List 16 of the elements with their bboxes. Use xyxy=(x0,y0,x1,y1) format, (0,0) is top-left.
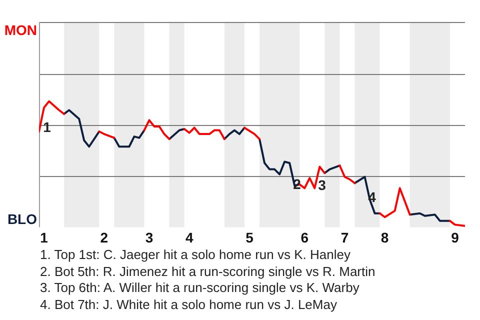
x-tick-label: 9 xyxy=(451,229,460,246)
text: 4. Bot 7th: J. White hit a solo home run vs J. LeMay xyxy=(40,296,338,313)
x-tick-label: 8 xyxy=(380,229,389,246)
annotation: 3 xyxy=(318,176,326,193)
x-tick-label: 1 xyxy=(40,229,48,246)
x-tick-label: 6 xyxy=(300,229,309,246)
text: MON xyxy=(4,22,37,38)
text: 3. Top 6th: A. Willer hit a run-scoring single vs K. Warby xyxy=(40,280,360,296)
text: 1. Top 1st: C. Jaeger hit a solo home run vs K. Hanley xyxy=(40,247,352,264)
x-tick-label: 5 xyxy=(246,229,254,246)
x-tick-label: 2 xyxy=(100,229,108,246)
x-tick-label: 3 xyxy=(145,229,154,246)
x-tick-label: 7 xyxy=(340,229,349,246)
text: BLO xyxy=(7,211,38,228)
x-tick-label: 4 xyxy=(185,229,194,246)
text: 2. Bot 5th: R. Jimenez hit a run-scoring single vs R. Martin xyxy=(40,264,376,280)
